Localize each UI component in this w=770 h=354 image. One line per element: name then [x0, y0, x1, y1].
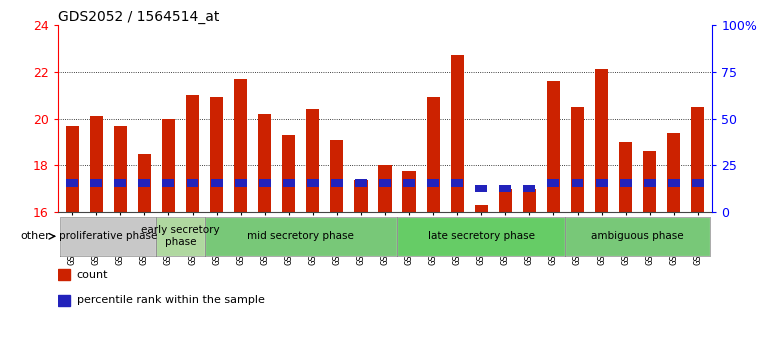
Bar	[276, 25, 301, 212]
Bar	[66, 179, 78, 187]
Bar	[186, 95, 199, 212]
Bar	[235, 179, 246, 187]
Bar	[114, 126, 127, 212]
Bar	[379, 179, 391, 187]
Bar	[205, 217, 397, 256]
Bar	[115, 179, 126, 187]
Bar	[253, 25, 276, 212]
Text: GDS2052 / 1564514_at: GDS2052 / 1564514_at	[58, 10, 219, 24]
Bar	[691, 107, 705, 212]
Bar	[644, 179, 655, 187]
Bar	[619, 142, 632, 212]
Bar	[65, 126, 79, 212]
Bar	[427, 97, 440, 212]
Bar	[139, 179, 150, 187]
Bar	[306, 109, 320, 212]
Bar	[451, 179, 463, 187]
Bar	[590, 25, 614, 212]
Bar	[180, 25, 205, 212]
Bar	[668, 179, 680, 187]
Bar	[571, 107, 584, 212]
Bar	[89, 116, 103, 212]
Bar	[397, 25, 421, 212]
Bar	[259, 179, 270, 187]
Bar	[427, 179, 439, 187]
Bar	[614, 25, 638, 212]
Text: early secretory
phase: early secretory phase	[141, 225, 219, 247]
Bar	[595, 69, 608, 212]
Bar	[378, 165, 392, 212]
Bar	[156, 217, 205, 256]
Bar	[373, 25, 397, 212]
Bar	[283, 179, 295, 187]
Bar	[331, 179, 343, 187]
Bar	[620, 179, 631, 187]
Bar	[109, 25, 132, 212]
Bar	[210, 97, 223, 212]
Bar	[84, 25, 109, 212]
Bar	[469, 25, 494, 212]
Bar	[301, 25, 325, 212]
Bar	[330, 140, 343, 212]
Bar	[258, 114, 271, 212]
Bar	[354, 179, 367, 212]
Bar	[205, 25, 229, 212]
Text: count: count	[77, 270, 109, 280]
Bar	[138, 154, 151, 212]
Bar	[547, 179, 559, 187]
Bar	[571, 179, 584, 187]
Bar	[500, 185, 511, 193]
Bar	[132, 25, 156, 212]
Bar	[60, 217, 156, 256]
Text: mid secretory phase: mid secretory phase	[247, 231, 354, 241]
Bar	[403, 171, 416, 212]
Bar	[229, 25, 253, 212]
Bar	[667, 133, 681, 212]
Bar	[211, 179, 223, 187]
Bar	[541, 25, 565, 212]
Bar	[524, 185, 535, 193]
Bar	[349, 25, 373, 212]
Bar	[475, 185, 487, 193]
Bar	[643, 152, 656, 212]
Bar	[421, 25, 445, 212]
Bar	[547, 81, 560, 212]
Bar	[58, 295, 69, 306]
Bar	[162, 119, 175, 212]
Bar	[450, 55, 464, 212]
Bar	[282, 135, 296, 212]
Bar	[523, 189, 536, 212]
Text: other: other	[20, 231, 50, 241]
Text: percentile rank within the sample: percentile rank within the sample	[77, 295, 265, 306]
Bar	[355, 179, 367, 187]
Bar	[499, 189, 512, 212]
Bar	[397, 217, 565, 256]
Bar	[494, 25, 517, 212]
Bar	[156, 25, 180, 212]
Bar	[307, 179, 319, 187]
Bar	[686, 25, 710, 212]
Bar	[517, 25, 541, 212]
Text: ambiguous phase: ambiguous phase	[591, 231, 684, 241]
Bar	[60, 25, 84, 212]
Bar	[692, 179, 704, 187]
Bar	[445, 25, 469, 212]
Bar	[58, 269, 69, 280]
Bar	[474, 205, 488, 212]
Bar	[661, 25, 686, 212]
Bar	[162, 179, 174, 187]
Bar	[90, 179, 102, 187]
Text: proliferative phase: proliferative phase	[59, 231, 158, 241]
Bar	[565, 217, 710, 256]
Bar	[234, 79, 247, 212]
Bar	[186, 179, 199, 187]
Text: late secretory phase: late secretory phase	[428, 231, 534, 241]
Bar	[325, 25, 349, 212]
Bar	[565, 25, 590, 212]
Bar	[596, 179, 608, 187]
Bar	[403, 179, 415, 187]
Bar	[638, 25, 661, 212]
